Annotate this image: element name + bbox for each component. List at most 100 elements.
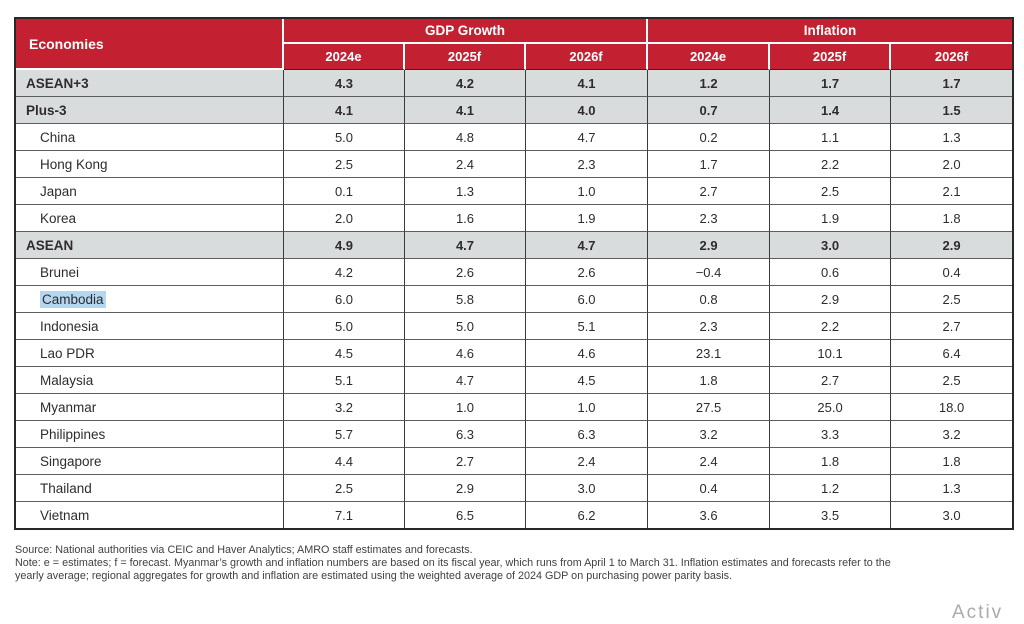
economy-name-cell: Thailand [16,475,284,502]
methodology-note-line2: yearly average; regional aggregates for … [15,570,733,583]
table-row-brunei: Brunei 4.2 2.6 2.6 −0.4 0.6 0.4 [16,259,1013,286]
inflation-2026f-value: 1.3 [891,475,1013,502]
gdp-2024e-value: 5.1 [284,367,405,394]
gdp-2026f-value: 6.3 [526,421,649,448]
inflation-2026f-value: 1.8 [891,205,1013,232]
inflation-2024e-value: 2.4 [648,448,771,475]
inflation-2025f-value: 3.5 [770,502,892,528]
gdp-2025f-value: 2.9 [405,475,526,502]
inflation-2025f-value: 0.6 [770,259,892,286]
economy-name: Malaysia [40,372,94,388]
gdp-2026f-value: 2.3 [526,151,649,178]
inflation-2026f-value: 2.0 [891,151,1013,178]
inflation-2025f-header: 2025f [770,44,892,70]
inflation-2024e-value: 2.3 [648,313,771,340]
economy-name: Vietnam [40,507,90,523]
inflation-2026f-value: 1.8 [891,448,1013,475]
table-row-asean: ASEAN 4.9 4.7 4.7 2.9 3.0 2.9 [16,232,1013,259]
economy-name-cell: Plus-3 [16,97,284,124]
economy-name-cell: ASEAN [16,232,284,259]
gdp-growth-group-header: GDP Growth [284,19,649,44]
inflation-2026f-value: 18.0 [891,394,1013,421]
table-row-indonesia: Indonesia 5.0 5.0 5.1 2.3 2.2 2.7 [16,313,1013,340]
economy-name-cell: Korea [16,205,284,232]
gdp-2026f-value: 3.0 [526,475,649,502]
gdp-2026f-value: 4.5 [526,367,649,394]
inflation-2025f-value: 2.7 [770,367,892,394]
gdp-2024e-value: 3.2 [284,394,405,421]
inflation-2024e-value: 27.5 [648,394,771,421]
inflation-2024e-value: 1.7 [648,151,771,178]
gdp-inflation-table: Economies GDP Growth Inflation 2024e 202… [14,17,1015,530]
gdp-2024e-value: 4.9 [284,232,405,259]
economy-name-cell: Myanmar [16,394,284,421]
inflation-2026f-value: 3.2 [891,421,1013,448]
table-row-cambodia: Cambodia 6.0 5.8 6.0 0.8 2.9 2.5 [16,286,1013,313]
table-row-singapore: Singapore 4.4 2.7 2.4 2.4 1.8 1.8 [16,448,1013,475]
economy-name: Myanmar [40,399,97,415]
table-row-malaysia: Malaysia 5.1 4.7 4.5 1.8 2.7 2.5 [16,367,1013,394]
economies-column-header: Economies [16,19,284,70]
inflation-2024e-value: 23.1 [648,340,771,367]
gdp-2026f-value: 1.9 [526,205,649,232]
table-row-china: China 5.0 4.8 4.7 0.2 1.1 1.3 [16,124,1013,151]
inflation-2024e-value: 2.9 [648,232,771,259]
gdp-2025f-value: 4.7 [405,367,526,394]
gdp-2026f-value: 4.7 [526,124,649,151]
gdp-2025f-value: 5.0 [405,313,526,340]
inflation-2024e-value: 0.4 [648,475,771,502]
inflation-2025f-value: 1.2 [770,475,892,502]
inflation-2025f-value: 25.0 [770,394,892,421]
header-year-row: 2024e 2025f 2026f 2024e 2025f 2026f [16,44,1013,70]
gdp-2026f-value: 4.6 [526,340,649,367]
table-row-asean-3: ASEAN+3 4.3 4.2 4.1 1.2 1.7 1.7 [16,70,1013,97]
economy-name: Philippines [40,426,106,442]
economic-outlook-table-container: Economies GDP Growth Inflation 2024e 202… [14,17,1015,530]
economy-name: Plus-3 [26,102,67,118]
inflation-2026f-value: 2.9 [891,232,1013,259]
gdp-2025f-value: 2.6 [405,259,526,286]
inflation-2026f-value: 1.7 [891,70,1013,97]
gdp-2024e-value: 0.1 [284,178,405,205]
economy-name: Thailand [40,480,92,496]
economy-name-cell: China [16,124,284,151]
economy-name-cell: Indonesia [16,313,284,340]
economy-name-cell: Hong Kong [16,151,284,178]
inflation-2025f-value: 1.4 [770,97,892,124]
table-row-korea: Korea 2.0 1.6 1.9 2.3 1.9 1.8 [16,205,1013,232]
gdp-2024e-header: 2024e [284,44,405,70]
table-row-lao-pdr: Lao PDR 4.5 4.6 4.6 23.1 10.1 6.4 [16,340,1013,367]
gdp-2025f-value: 4.1 [405,97,526,124]
inflation-2024e-value: 3.6 [648,502,771,528]
inflation-2024e-value: 1.2 [648,70,771,97]
table-row-thailand: Thailand 2.5 2.9 3.0 0.4 1.2 1.3 [16,475,1013,502]
table-row-vietnam: Vietnam 7.1 6.5 6.2 3.6 3.5 3.0 [16,502,1013,528]
gdp-2024e-value: 5.0 [284,124,405,151]
inflation-2024e-value: 0.2 [648,124,771,151]
gdp-2025f-value: 4.8 [405,124,526,151]
table-row-japan: Japan 0.1 1.3 1.0 2.7 2.5 2.1 [16,178,1013,205]
economy-name: Cambodia [40,290,106,308]
economy-name-cell: ASEAN+3 [16,70,284,97]
gdp-2026f-value: 6.0 [526,286,649,313]
economy-name-cell: Vietnam [16,502,284,528]
inflation-2025f-value: 1.9 [770,205,892,232]
inflation-2025f-value: 2.2 [770,313,892,340]
economy-name: Singapore [40,453,102,469]
inflation-2026f-value: 2.1 [891,178,1013,205]
gdp-2025f-value: 2.4 [405,151,526,178]
gdp-2026f-value: 2.6 [526,259,649,286]
inflation-2026f-value: 2.7 [891,313,1013,340]
gdp-2025f-value: 1.3 [405,178,526,205]
gdp-2025f-value: 5.8 [405,286,526,313]
footnotes: Source: National authorities via CEIC an… [15,544,1017,584]
economy-name-cell: Japan [16,178,284,205]
inflation-2025f-value: 1.7 [770,70,892,97]
inflation-2024e-value: 2.3 [648,205,771,232]
table-row-plus-3: Plus-3 4.1 4.1 4.0 0.7 1.4 1.5 [16,97,1013,124]
inflation-2025f-value: 2.2 [770,151,892,178]
inflation-2024e-value: 1.8 [648,367,771,394]
economy-name: ASEAN [26,237,74,253]
gdp-2025f-value: 6.3 [405,421,526,448]
gdp-2025f-value: 1.0 [405,394,526,421]
